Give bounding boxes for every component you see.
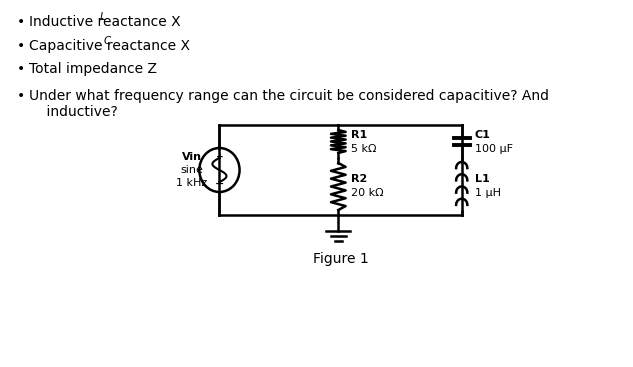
Text: C: C: [103, 36, 111, 47]
Text: +: +: [216, 152, 223, 161]
Text: L: L: [100, 12, 106, 22]
Text: Under what frequency range can the circuit be considered capacitive? And
    ind: Under what frequency range can the circu…: [29, 89, 549, 119]
Text: 1 μH: 1 μH: [475, 189, 501, 199]
Text: 100 μF: 100 μF: [475, 143, 513, 153]
Text: Inductive reactance X: Inductive reactance X: [29, 15, 181, 29]
Text: −: −: [215, 179, 224, 189]
Text: Figure 1: Figure 1: [313, 252, 368, 266]
Text: •: •: [16, 89, 25, 103]
Text: sine: sine: [180, 165, 203, 175]
Text: Vin: Vin: [182, 152, 202, 162]
Text: 20 kΩ: 20 kΩ: [351, 189, 384, 199]
Text: 5 kΩ: 5 kΩ: [351, 143, 377, 153]
Text: R1: R1: [351, 130, 367, 139]
Text: •: •: [16, 15, 25, 29]
Text: Capacitive reactance X: Capacitive reactance X: [29, 39, 191, 53]
Text: C1: C1: [475, 130, 491, 139]
Text: •: •: [16, 62, 25, 76]
Text: Total impedance Z: Total impedance Z: [29, 62, 157, 76]
Text: 1 kHz: 1 kHz: [177, 178, 208, 188]
Text: L1: L1: [475, 174, 489, 185]
Text: •: •: [16, 39, 25, 53]
Text: R2: R2: [351, 174, 367, 185]
